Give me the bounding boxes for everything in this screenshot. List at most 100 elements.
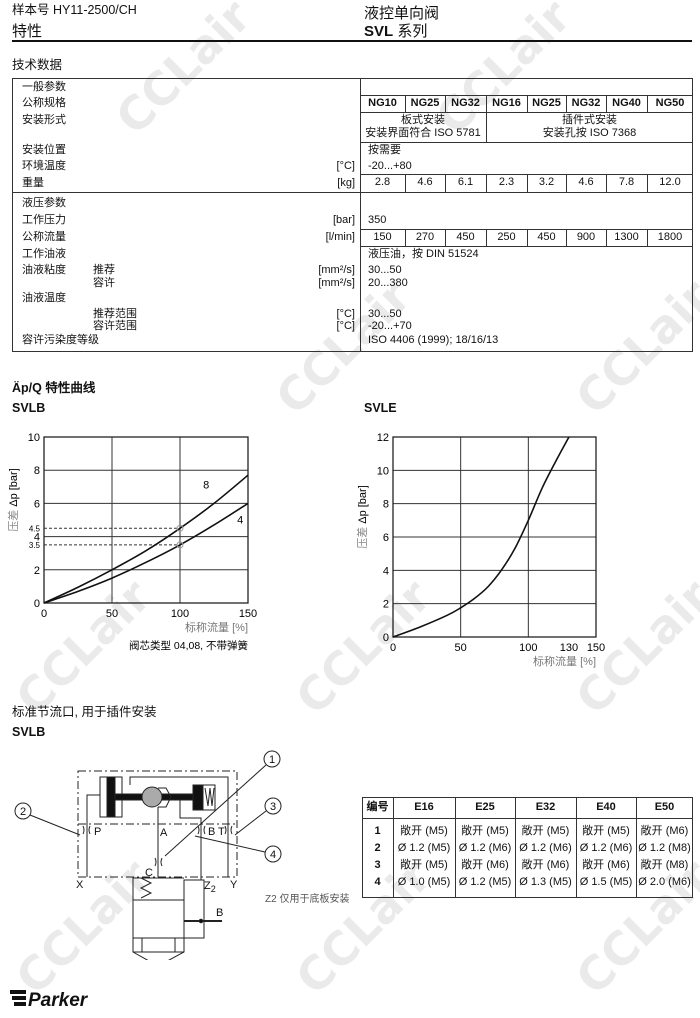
- y-tick-label: 2: [34, 565, 40, 577]
- series-label: 4: [237, 514, 243, 526]
- temp-perm-unit: [°C]: [336, 320, 355, 332]
- z2-note: Z2 仅用于底板安装: [265, 892, 349, 905]
- orifice-cell: 敞开 (M6): [461, 859, 509, 871]
- orifice-table: [362, 797, 693, 898]
- orifice-cell: 敞开 (M5): [521, 825, 570, 837]
- orifice-header-cell: E40: [596, 801, 616, 813]
- temp-perm-value: -20...+70: [368, 320, 412, 332]
- orifice-cell: 敞开 (M6): [582, 859, 630, 871]
- fluid-value: 液压油，按 DIN 51524: [368, 248, 479, 260]
- chart-title-svlb: SVLB: [12, 401, 46, 415]
- orifice-cell: 敞开 (M5): [461, 825, 509, 837]
- flow-cell: 150: [373, 231, 392, 243]
- curves-title: Äp/Q 特性曲线: [12, 381, 96, 395]
- y-tick-label: 8: [383, 499, 389, 511]
- position-label: 安装位置: [22, 144, 66, 156]
- size-cell: NG40: [612, 97, 641, 109]
- temp-rec-unit: [°C]: [336, 308, 355, 320]
- orifice-cell: Ø 1.2 (M8): [638, 842, 691, 854]
- y-tick-label: 0: [34, 598, 40, 610]
- visc-rec-value: 30...50: [368, 264, 402, 276]
- flow-cell: 900: [576, 231, 596, 243]
- poppet-ball: [141, 786, 163, 808]
- viscosity-label: 油液粘度: [22, 264, 66, 276]
- series-title: SVL 系列: [364, 20, 427, 41]
- port-b: B: [208, 826, 215, 838]
- flow-cell: 270: [415, 231, 435, 243]
- y-tick-label: 10: [377, 465, 389, 477]
- weight-label: 重量: [22, 177, 44, 189]
- port-x: X: [76, 879, 84, 891]
- size-cell: NG16: [492, 97, 521, 109]
- orifice-cell: Ø 1.3 (M5): [519, 876, 572, 888]
- position-value: 按需要: [368, 144, 401, 156]
- x-tick-label: 0: [390, 642, 396, 654]
- orifice-cell: Ø 1.2 (M5): [458, 876, 512, 888]
- orifice-cell: Ø 2.0 (M6): [638, 876, 691, 888]
- data-marker: [176, 524, 184, 532]
- x-tick-label: 150: [239, 608, 257, 620]
- pressure-value: 350: [368, 214, 387, 226]
- svg-text:Parker: Parker: [28, 990, 89, 1010]
- x-tick-label: 50: [455, 642, 467, 654]
- weight-cell: 4.6: [578, 176, 594, 188]
- weight-cell: 3.2: [538, 176, 555, 188]
- y-tick-label: 4.5: [29, 524, 41, 533]
- spring-icon: [204, 787, 215, 807]
- orifice-header-cell: E25: [475, 801, 495, 813]
- orifice-cell: Ø 1.0 (M5): [397, 876, 451, 888]
- size-cell: NG32: [451, 97, 480, 109]
- flow-cell: 1800: [657, 231, 683, 243]
- temp-rec-label: 推荐范围: [93, 308, 137, 320]
- x-tick-label: 100: [171, 608, 189, 620]
- y-tick-label: 6: [383, 532, 389, 544]
- flow-label: 公称流量: [22, 231, 66, 243]
- flow-cell: 250: [497, 231, 516, 243]
- product-name: 液控单向阀: [364, 5, 440, 22]
- orifice-cell: 敞开 (M5): [400, 825, 448, 837]
- callout-4: 4: [270, 849, 276, 861]
- visc-rec-label: 推荐: [93, 264, 115, 276]
- y-tick-label: 2: [383, 599, 389, 611]
- orifice-cell: Ø 1.2 (M6): [458, 842, 512, 854]
- orifice-header-cell: E32: [535, 801, 556, 813]
- ambient-label: 环境温度: [22, 160, 66, 172]
- hydraulic-schematic: 1 2 3 4 P A B T X Y C Z2 B A Z2 仅用于底板安装: [14, 750, 349, 960]
- port-y: Y: [230, 879, 238, 891]
- flow-cell: 1300: [614, 231, 639, 243]
- port-t: T: [218, 826, 225, 838]
- series-label: 8: [203, 479, 209, 491]
- x-axis-label: 标称流量 [%]: [533, 654, 596, 668]
- y-tick-label: 4: [34, 532, 40, 544]
- contamination-value: ISO 4406 (1999); 18/16/13: [368, 334, 499, 346]
- weight-cell: 4.6: [417, 176, 433, 188]
- orifice-header-cell: 编号: [366, 801, 389, 813]
- flow-cell: 450: [537, 231, 556, 243]
- x-tick-label: 100: [519, 642, 537, 654]
- size-cell: NG50: [655, 97, 685, 109]
- contamination-label: 容许污染度等级: [22, 334, 99, 346]
- weight-cell: 7.8: [618, 176, 635, 188]
- spec-table: [12, 78, 693, 352]
- y-tick-label: 3.5: [29, 541, 41, 550]
- section-title: 特性: [12, 23, 43, 40]
- y-tick-label: 6: [34, 498, 40, 510]
- mounting-plate: 板式安装 安装界面符合 ISO 5781: [365, 114, 481, 139]
- y-tick-label: 0: [383, 632, 389, 644]
- orifice-cell: Ø 1.2 (M6): [579, 842, 633, 854]
- orifice-cell: 敞开 (M5): [400, 859, 448, 871]
- y-tick-label: 4: [383, 565, 389, 577]
- weight-cell: 12.0: [659, 176, 681, 188]
- flow-unit: [l/min]: [325, 231, 355, 243]
- data-marker: [176, 541, 184, 549]
- parker-logo: Parker: [10, 984, 106, 1011]
- ambient-value: -20...+80: [368, 160, 412, 172]
- port-c: C: [145, 867, 153, 879]
- visc-perm-value: 20...380: [368, 277, 408, 289]
- weight-unit: [kg]: [337, 177, 355, 189]
- catalog-number: 样本号 HY11-2500/CH: [12, 3, 137, 17]
- x-tick-label: 50: [106, 608, 118, 620]
- temp-perm-label: 容许范围: [93, 320, 137, 332]
- series-code: SVL: [364, 23, 394, 40]
